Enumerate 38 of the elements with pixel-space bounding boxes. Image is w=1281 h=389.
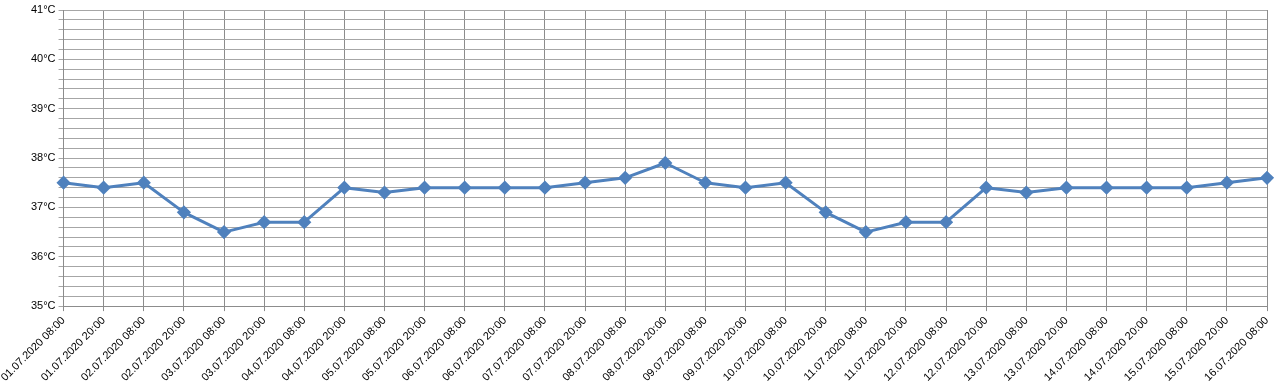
point bbox=[979, 181, 993, 195]
point bbox=[899, 215, 913, 229]
point bbox=[1180, 181, 1194, 195]
point bbox=[819, 205, 833, 219]
y-tick-label: 38°C bbox=[30, 151, 56, 164]
point bbox=[458, 181, 472, 195]
y-tick-label: 41°C bbox=[30, 3, 56, 16]
point bbox=[779, 176, 793, 190]
point bbox=[538, 181, 552, 195]
point bbox=[297, 215, 311, 229]
point bbox=[939, 215, 953, 229]
point bbox=[217, 225, 231, 239]
point bbox=[859, 225, 873, 239]
point bbox=[418, 181, 432, 195]
point bbox=[177, 205, 191, 219]
point bbox=[1059, 181, 1073, 195]
y-tick-label: 36°C bbox=[30, 249, 56, 262]
point bbox=[578, 176, 592, 190]
y-tick-label: 35°C bbox=[30, 299, 56, 312]
point bbox=[97, 181, 111, 195]
point bbox=[698, 176, 712, 190]
point bbox=[1140, 181, 1154, 195]
point bbox=[257, 215, 271, 229]
y-tick-label: 39°C bbox=[30, 101, 56, 114]
point bbox=[1019, 186, 1033, 200]
point bbox=[498, 181, 512, 195]
point bbox=[137, 176, 151, 190]
point bbox=[739, 181, 753, 195]
point bbox=[377, 186, 391, 200]
y-tick-label: 37°C bbox=[30, 200, 56, 213]
point bbox=[658, 156, 672, 170]
point bbox=[337, 181, 351, 195]
point bbox=[1220, 176, 1234, 190]
point bbox=[1260, 171, 1274, 185]
point bbox=[57, 176, 71, 190]
y-tick-label: 40°C bbox=[30, 52, 56, 65]
point bbox=[1100, 181, 1114, 195]
point bbox=[618, 171, 632, 185]
